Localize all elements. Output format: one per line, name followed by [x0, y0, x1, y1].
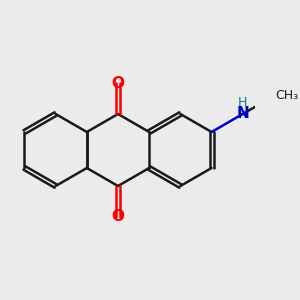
Text: CH₃: CH₃ — [276, 89, 299, 103]
Text: O: O — [112, 76, 124, 91]
Text: H: H — [238, 96, 247, 109]
Text: N: N — [236, 106, 249, 122]
Text: O: O — [112, 209, 124, 224]
